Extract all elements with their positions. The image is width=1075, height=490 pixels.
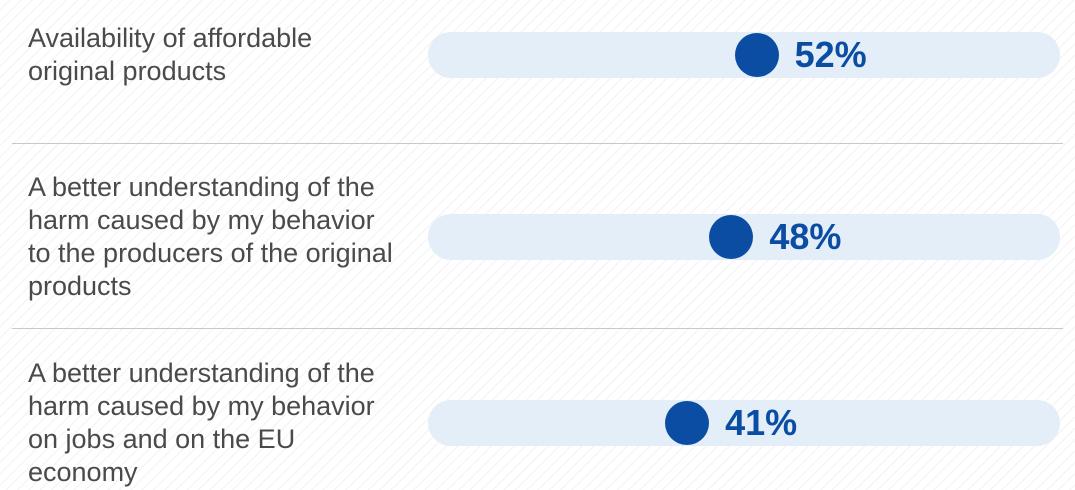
separator [12,143,1063,144]
dot [709,215,754,259]
dot [734,33,779,77]
separator [12,328,1063,329]
value-label: 48% [769,216,842,257]
value-label: 41% [725,402,798,443]
dot [665,401,710,445]
category-label: Availability of affordable original prod… [28,23,313,86]
value-label: 52% [794,34,867,75]
category-label: A better understanding of the harm cause… [28,358,375,487]
category-label: A better understanding of the harm cause… [28,172,393,301]
track [428,400,1060,446]
